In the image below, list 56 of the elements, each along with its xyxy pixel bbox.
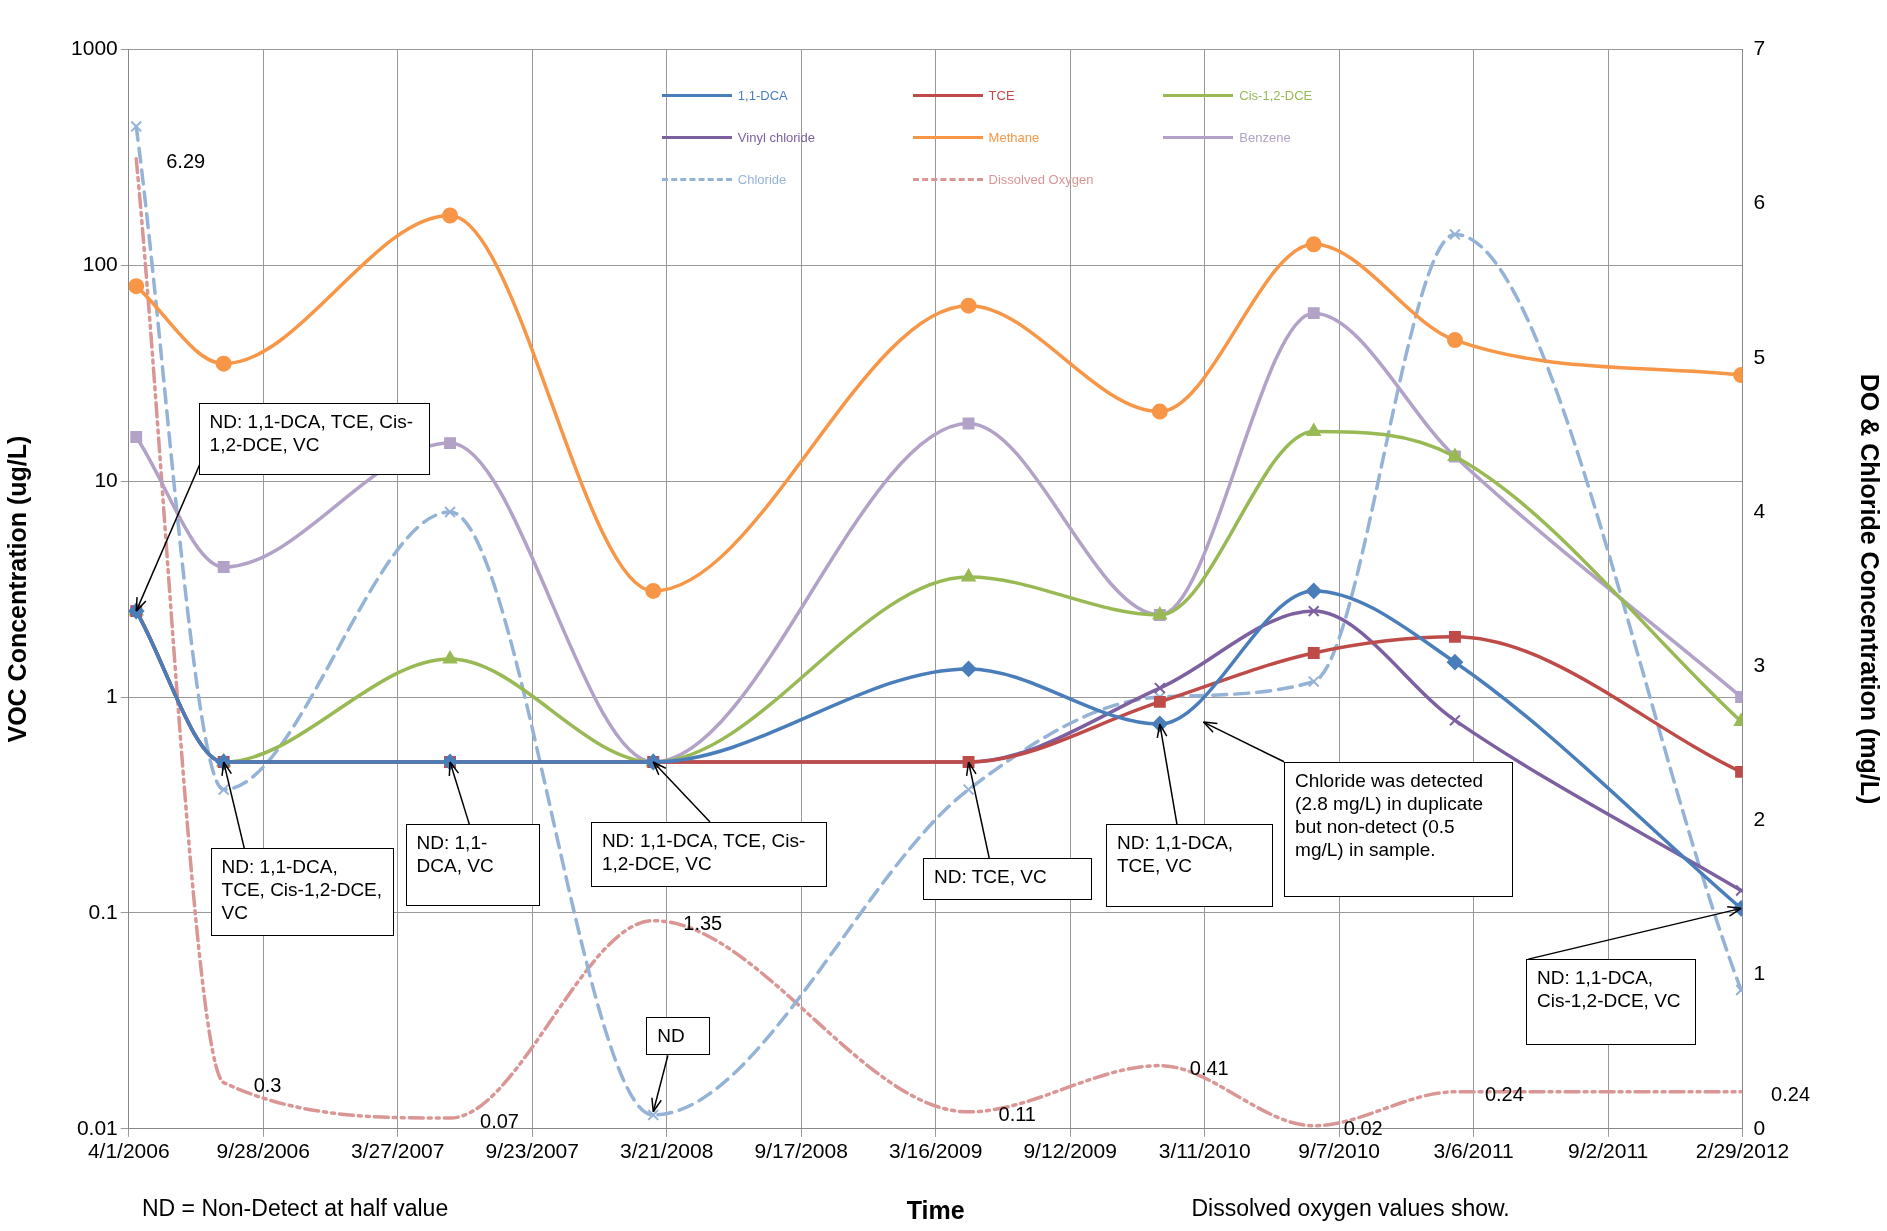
data-label: 0.3 [253, 1074, 282, 1097]
y2-axis-title: DO & Chloride Concentration (mg/L) [1856, 373, 1885, 805]
x-tick-label: 3/11/2010 [1158, 1139, 1251, 1163]
y-tick-label: 100 [82, 252, 118, 276]
x-tick-label: 9/17/2008 [754, 1139, 848, 1163]
data-label: 0.07 [480, 1109, 519, 1132]
y2-tick-label: 0 [1753, 1115, 1766, 1139]
data-label: 0.02 [1343, 1117, 1383, 1140]
text: Cis-1,2-DCE [1239, 87, 1313, 103]
y2-tick-label: 4 [1753, 498, 1766, 522]
x-tick-label: 3/21/2008 [619, 1139, 714, 1163]
y2-tick-label: 1 [1753, 961, 1766, 985]
data-label: 6.29 [166, 150, 206, 173]
annotation: ND: 1,1-DCA, Cis-1,2-DCE, VC [1525, 959, 1696, 1045]
y-tick-label: 0.1 [88, 899, 118, 923]
text: 1,1-DCA [737, 87, 788, 103]
y2-tick-label: 5 [1753, 344, 1766, 368]
text: TCE [988, 87, 1015, 103]
x-tick-label: 9/23/2007 [485, 1139, 579, 1163]
data-label: 0.41 [1189, 1057, 1229, 1080]
annotation: Chloride was detected (2.8 mg/L) in duplicate but non-detect (0.5 mg/L) in sample. [1284, 761, 1513, 897]
x-tick-label: 4/1/2006 [87, 1139, 170, 1163]
annotation: ND: TCE, VC [923, 858, 1092, 901]
text: Dissolved oxygen values show. [1191, 1195, 1510, 1223]
x-tick-label: 3/6/2011 [1433, 1139, 1514, 1163]
annotation: ND: 1,1-DCA, VC [405, 824, 541, 907]
x-tick-label: 9/28/2006 [216, 1139, 310, 1163]
x-tick-label: 3/16/2009 [888, 1139, 983, 1163]
text: Methane [988, 129, 1040, 145]
x-tick-label: 2/29/2012 [1695, 1139, 1790, 1163]
y-tick-label: 0.01 [76, 1115, 118, 1139]
x-tick-label: 9/7/2010 [1298, 1139, 1381, 1163]
annotation: ND: 1,1-DCA, TCE, Cis-1,2-DCE, VC [590, 821, 827, 887]
y-axis-title: VOC Concentration (ug/L) [2, 435, 31, 743]
y2-tick-label: 3 [1753, 652, 1766, 676]
data-label: 0.24 [1484, 1083, 1524, 1106]
x-tick-label: 3/27/2007 [351, 1139, 445, 1163]
text: Chloride [737, 171, 787, 187]
annotation: ND: 1,1-DCA, TCE, Cis-1,2-DCE, VC [210, 848, 394, 937]
x-tick-label: 9/2/2011 [1568, 1139, 1649, 1163]
annotation: ND: 1,1-DCA, TCE, VC [1105, 824, 1274, 908]
annotation: ND: 1,1-DCA, TCE, Cis-1,2-DCE, VC [198, 403, 430, 476]
text: ND = Non-Detect at half value [142, 1195, 449, 1223]
y-tick-label: 10 [94, 467, 118, 491]
annotation: ND [646, 1016, 711, 1056]
data-label: 0.11 [998, 1103, 1036, 1126]
data-label: 1.35 [683, 912, 723, 935]
x-axis-title: Time [906, 1195, 965, 1224]
y2-tick-label: 6 [1753, 190, 1766, 214]
text: Benzene [1239, 129, 1291, 145]
y2-tick-label: 7 [1753, 36, 1766, 60]
x-tick-label: 9/12/2009 [1023, 1139, 1117, 1163]
data-label: 0.24 [1771, 1083, 1811, 1106]
y-tick-label: 1000 [71, 36, 118, 60]
y-tick-label: 1 [106, 683, 118, 707]
y2-tick-label: 2 [1753, 807, 1766, 831]
